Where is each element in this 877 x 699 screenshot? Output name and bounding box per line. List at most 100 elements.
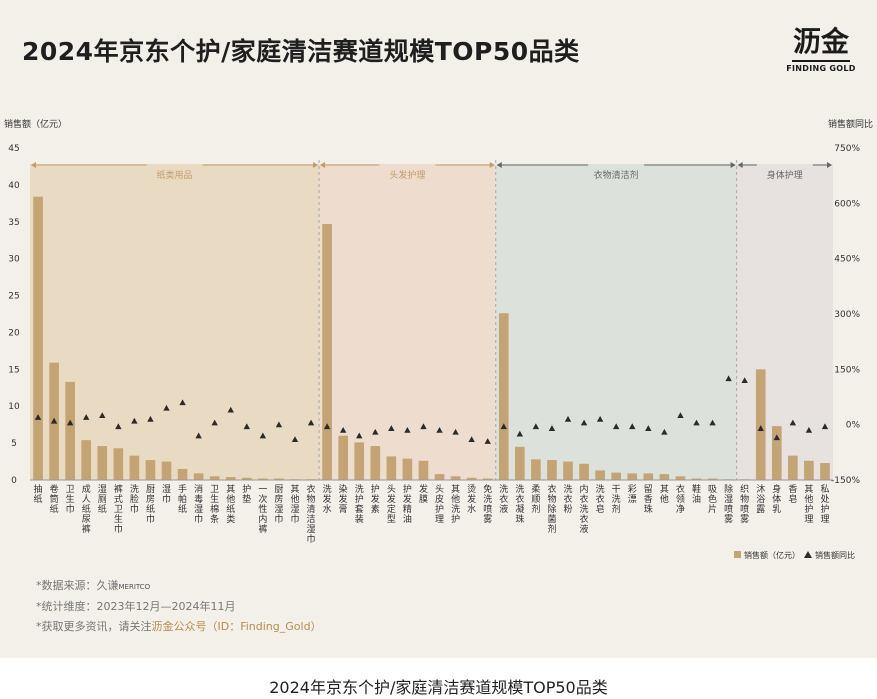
bar-19 (338, 435, 348, 480)
legend-bar-label: 销售额（亿元） (744, 550, 800, 560)
yoy-marker-41 (693, 419, 700, 426)
group-arrow-left-1 (320, 162, 326, 168)
yoy-marker-13 (243, 423, 251, 430)
x-tick-label-19: 染发膏 (339, 483, 348, 515)
yoy-marker-38 (645, 425, 652, 431)
y2-tick-label: 600% (834, 199, 860, 209)
x-tick-label-39: 其他 (660, 484, 669, 505)
group-label-0: 纸类用品 (157, 169, 193, 181)
page-title: 2024年京东个护/家庭清洁赛道规模TOP50品类 (22, 37, 580, 66)
x-tick-label-17: 衣物清洁湿巾 (307, 483, 316, 545)
yoy-marker-39 (661, 428, 668, 435)
group-panel-0 (30, 164, 320, 480)
source-note: *数据来源：久谦MERITCO (36, 576, 322, 597)
yoy-marker-32 (548, 425, 556, 431)
yoy-marker-7 (147, 415, 154, 422)
y2-axis-title: 销售额同比 (828, 118, 873, 130)
bar-7 (145, 460, 156, 480)
x-tick-label-12: 其他纸类 (226, 484, 235, 525)
y2-tick-label: 450% (834, 255, 860, 265)
x-tick-label-40: 衣领净 (676, 483, 685, 515)
x-tick-label-36: 干洗剂 (612, 484, 621, 515)
y2-tick-label: 750% (834, 144, 860, 154)
yoy-marker-46 (773, 434, 780, 441)
legend-bar-swatch (734, 551, 741, 558)
logo-divider (792, 60, 850, 62)
yoy-marker-21 (372, 428, 379, 435)
x-tick-label-5: 裤式卫生巾 (114, 483, 123, 535)
bar-8 (161, 461, 172, 480)
y-tick-label: 40 (8, 181, 20, 191)
yoy-marker-18 (323, 423, 331, 430)
more-highlight: 沥金公众号（ID：Finding_Gold） (151, 620, 322, 633)
bar-33 (563, 461, 573, 480)
x-tick-label-20: 洗护套装 (355, 483, 364, 525)
bar-22 (386, 456, 397, 480)
yoy-marker-16 (291, 436, 299, 443)
x-tick-label-7: 厨房纸巾 (146, 484, 155, 525)
y-axis-title: 销售额（亿元） (4, 118, 67, 130)
x-tick-label-10: 消毒湿巾 (194, 483, 203, 525)
x-tick-label-3: 成人纸尿裤 (82, 483, 91, 535)
bar-2 (65, 381, 75, 480)
bar-32 (547, 460, 557, 480)
x-tick-label-42: 吸色片 (708, 484, 717, 515)
yoy-marker-40 (677, 412, 684, 419)
bar-20 (354, 442, 365, 480)
x-tick-label-43: 除湿喷雾 (724, 483, 733, 525)
x-tick-label-44: 织物喷雾 (740, 483, 749, 525)
x-tick-label-1: 卷筒纸 (50, 483, 59, 515)
y-tick-label: 35 (8, 218, 19, 228)
yoy-marker-2 (66, 419, 74, 426)
x-tick-label-49: 私处护理 (820, 484, 829, 525)
bar-11 (209, 476, 220, 480)
x-tick-label-46: 身体乳 (772, 483, 781, 515)
bar-21 (370, 446, 381, 480)
x-tick-label-21: 护发素 (371, 483, 380, 515)
yoy-marker-33 (564, 415, 572, 422)
x-tick-label-29: 洗衣液 (499, 483, 508, 515)
x-tick-label-31: 柔顺剂 (531, 484, 540, 515)
bar-29 (498, 313, 509, 480)
group-arrow-left-2 (496, 162, 502, 168)
bar-25 (434, 474, 445, 480)
yoy-marker-37 (629, 423, 636, 430)
notes: *数据来源：久谦MERITCO *统计维度：2023年12月—2024年11月 … (36, 576, 322, 637)
yoy-marker-14 (259, 432, 267, 439)
yoy-marker-9 (179, 399, 186, 406)
y-tick-label: 45 (8, 144, 19, 154)
bar-41 (691, 478, 702, 480)
x-tick-label-28: 免洗喷雾 (483, 483, 492, 525)
bar-24 (418, 460, 429, 480)
bar-13 (241, 477, 252, 480)
bar-42 (707, 478, 718, 480)
y-tick-label: 10 (8, 402, 20, 412)
bar-40 (675, 476, 686, 480)
bar-31 (531, 459, 541, 480)
x-tick-label-6: 洗脸巾 (130, 483, 139, 515)
yoy-marker-48 (805, 427, 813, 433)
group-arrow-right-1 (489, 162, 495, 168)
yoy-marker-19 (339, 427, 347, 433)
y-tick-label: 30 (8, 255, 20, 265)
x-tick-label-26: 其他洗护 (451, 484, 460, 525)
bar-45 (755, 369, 766, 480)
yoy-marker-27 (468, 436, 475, 443)
group-label-2: 衣物清洁剂 (594, 169, 639, 181)
yoy-marker-0 (34, 414, 42, 420)
x-tick-label-0: 抽纸 (34, 483, 43, 505)
y-tick-label: 0 (11, 476, 17, 486)
yoy-marker-49 (821, 423, 829, 430)
y2-tick-label: 150% (834, 365, 860, 375)
x-tick-label-18: 洗发水 (323, 483, 332, 515)
yoy-marker-25 (436, 427, 443, 433)
x-tick-label-4: 湿厕纸 (98, 484, 107, 515)
x-tick-label-15: 厨房湿巾 (274, 484, 283, 525)
group-label-1: 头发护理 (389, 169, 425, 181)
y-tick-label: 25 (8, 292, 19, 302)
group-arrow-left-0 (31, 162, 36, 168)
x-tick-label-48: 其他护理 (804, 484, 813, 525)
yoy-marker-3 (83, 414, 90, 420)
yoy-marker-26 (452, 428, 459, 435)
